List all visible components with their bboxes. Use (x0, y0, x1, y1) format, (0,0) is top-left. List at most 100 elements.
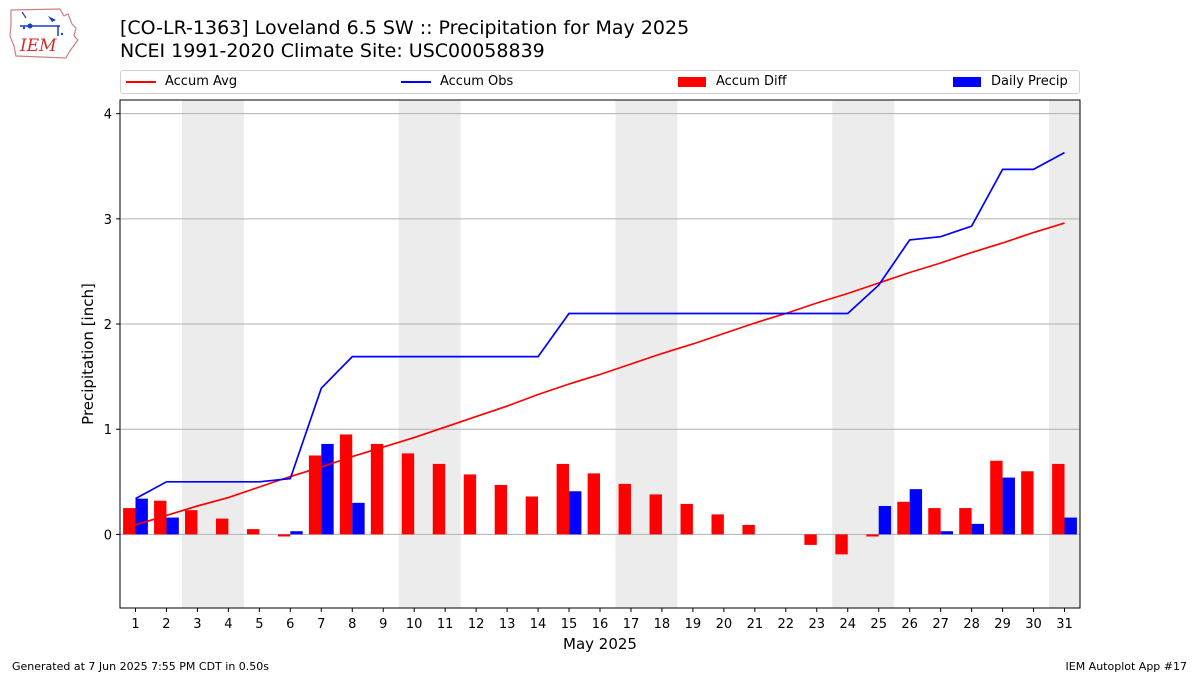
bar-accum-diff (370, 443, 384, 535)
bar-accum-diff (742, 524, 755, 535)
legend-label: Accum Avg (165, 74, 238, 89)
bar-accum-diff (680, 503, 693, 535)
x-tick-label: 26 (901, 617, 918, 632)
bar-daily-precip (135, 498, 148, 535)
x-tick-label: 21 (747, 617, 764, 632)
bar-daily-precip (971, 523, 984, 535)
x-tick-label: 23 (809, 617, 826, 632)
x-tick-label: 9 (379, 617, 387, 632)
x-tick-label: 30 (1025, 617, 1042, 632)
bar-accum-diff (556, 463, 570, 535)
x-tick-label: 19 (685, 617, 702, 632)
y-tick-label: 4 (104, 108, 112, 123)
bar-accum-diff (649, 494, 662, 535)
legend-item-accum-obs: Accum Obs (401, 74, 513, 89)
bar-accum-diff (1021, 471, 1034, 535)
bar-accum-diff (432, 463, 446, 535)
x-tick-label: 24 (839, 617, 856, 632)
x-axis-label: May 2025 (563, 635, 637, 653)
bar-accum-diff (525, 496, 539, 535)
x-tick-label: 4 (224, 617, 232, 632)
bar-accum-diff (804, 534, 817, 545)
bar-daily-precip (1002, 477, 1015, 535)
y-axis-label: Precipitation [inch] (79, 283, 97, 425)
bar-accum-diff (246, 529, 260, 535)
y-tick-label: 0 (104, 528, 112, 543)
x-tick-label: 20 (716, 617, 733, 632)
bar-accum-diff (185, 510, 198, 535)
bar-daily-precip (1064, 517, 1077, 535)
legend-swatch (678, 76, 706, 87)
bar-accum-diff (216, 518, 229, 535)
legend-swatch (126, 80, 156, 83)
chart-subtitle: NCEI 1991-2020 Climate Site: USC00058839 (120, 40, 545, 62)
legend-item-accum-diff: Accum Diff (678, 74, 787, 89)
bar-accum-diff (835, 534, 848, 555)
chart-title: [CO-LR-1363] Loveland 6.5 SW :: Precipit… (120, 17, 690, 39)
x-tick-label: 3 (193, 617, 201, 632)
bar-daily-precip (321, 443, 334, 535)
bar-daily-precip (290, 531, 303, 535)
y-tick-label: 3 (104, 213, 112, 228)
x-tick-label: 2 (162, 617, 170, 632)
bar-daily-precip (878, 505, 892, 535)
bar-accum-diff (277, 534, 291, 537)
x-tick-label: 12 (468, 617, 485, 632)
x-tick-label: 1 (131, 617, 139, 632)
x-tick-label: 6 (286, 617, 294, 632)
bar-daily-precip (166, 517, 179, 535)
y-tick-label: 1 (104, 423, 112, 438)
y-tick-label: 2 (104, 318, 112, 333)
bar-accum-diff (123, 508, 136, 535)
bar-accum-diff (401, 453, 415, 535)
x-tick-label: 17 (623, 617, 640, 632)
bar-daily-precip (352, 502, 365, 535)
app-credit: IEM Autoplot App #17 (1065, 660, 1188, 673)
bar-accum-diff (618, 483, 631, 535)
x-tick-label: 28 (963, 617, 980, 632)
x-tick-label: 25 (870, 617, 887, 632)
x-tick-label: 13 (499, 617, 516, 632)
x-tick-label: 11 (437, 617, 454, 632)
legend-swatch (401, 80, 431, 83)
bar-accum-diff (308, 455, 322, 535)
bar-accum-diff (463, 474, 477, 535)
bar-accum-diff (711, 514, 724, 535)
x-tick-label: 22 (778, 617, 795, 632)
x-tick-label: 14 (530, 617, 547, 632)
bar-accum-diff (866, 534, 879, 537)
generated-timestamp: Generated at 7 Jun 2025 7:55 PM CDT in 0… (12, 660, 270, 673)
iem-logo: IEM (8, 6, 80, 60)
bar-daily-precip (569, 491, 582, 535)
bar-accum-diff (494, 484, 508, 535)
bar-accum-diff (339, 434, 353, 535)
legend-swatch (953, 76, 981, 87)
legend-item-accum-avg: Accum Avg (126, 74, 237, 89)
x-tick-label: 18 (654, 617, 671, 632)
bar-daily-precip (909, 489, 923, 535)
bar-accum-diff (928, 508, 941, 535)
x-tick-label: 5 (255, 617, 263, 632)
legend-label: Accum Obs (440, 74, 514, 89)
x-tick-label: 10 (406, 617, 423, 632)
x-tick-label: 15 (561, 617, 578, 632)
legend-label: Daily Precip (991, 74, 1068, 89)
bar-accum-diff (959, 508, 972, 535)
logo-text: IEM (19, 36, 57, 56)
x-tick-label: 8 (348, 617, 356, 632)
bar-daily-precip (940, 531, 954, 535)
x-tick-label: 16 (592, 617, 609, 632)
bar-accum-diff (1052, 463, 1065, 535)
x-tick-label: 31 (1056, 617, 1073, 632)
bar-accum-diff (897, 501, 910, 535)
line-accum-obs (135, 151, 1065, 500)
chart-legend: Accum Avg Accum Obs Accum Diff Daily Pre… (120, 70, 1080, 94)
legend-label: Accum Diff (716, 74, 787, 89)
x-tick-label: 29 (994, 617, 1011, 632)
legend-item-daily-precip: Daily Precip (953, 74, 1068, 89)
bar-accum-diff (990, 460, 1003, 535)
x-tick-label: 27 (932, 617, 949, 632)
bar-accum-diff (587, 473, 600, 535)
